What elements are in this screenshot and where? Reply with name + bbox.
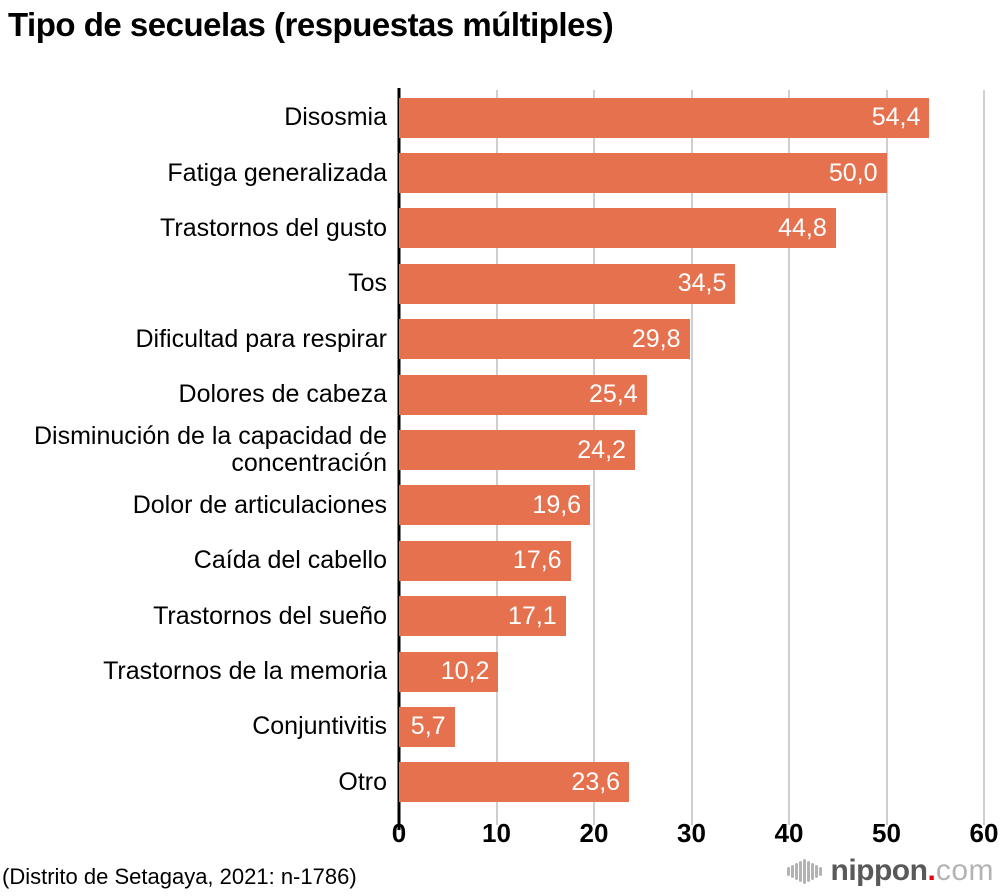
chart-row: Dificultad para respirar 29,8 — [0, 312, 1000, 367]
gridline-40 — [788, 90, 790, 825]
soundwave-bar — [811, 862, 814, 880]
plot-area: Disosmia 54,4 Fatiga generalizada 50,0 Trast… — [0, 88, 1000, 848]
brand-name: nippon — [830, 854, 928, 887]
bar-track: 17,6 — [399, 533, 984, 588]
bar-track: 5,7 — [399, 699, 984, 754]
category-label: Tos — [348, 269, 387, 298]
value-label: 29,8 — [631, 324, 681, 353]
category-label: Trastornos del gusto — [160, 213, 387, 242]
chart-row: Trastornos de la memoria 10,2 — [0, 644, 1000, 699]
category-label: Otro — [338, 767, 387, 796]
category-label: Dolores de cabeza — [178, 380, 387, 409]
gridline-50 — [885, 90, 888, 825]
x-tick-label: 30 — [677, 818, 706, 848]
soundwave-bar — [791, 864, 794, 878]
gridline-60 — [983, 90, 985, 825]
brand-logo: nippon . com — [787, 854, 994, 888]
x-tick-label: 0 — [391, 818, 407, 848]
category-label: Trastornos del sueño — [153, 601, 387, 630]
brand-text: nippon . com — [831, 854, 995, 888]
category-label: Fatiga generalizada — [167, 158, 387, 187]
chart-row: Trastornos del sueño 17,1 — [0, 589, 1000, 644]
bar-track: 23,6 — [399, 755, 984, 810]
bar: 29,8 — [399, 319, 690, 360]
bar: 19,6 — [399, 485, 591, 526]
x-tick-label: 10 — [482, 818, 511, 848]
x-tick-label: 40 — [774, 818, 804, 848]
chart-row: Tos 34,5 — [0, 256, 1000, 311]
bar: 5,7 — [399, 706, 455, 747]
chart-row: Fatiga generalizada 50,0 — [0, 145, 1000, 200]
bar: 25,4 — [399, 374, 647, 415]
brand-tld: com — [935, 854, 994, 887]
value-label: 23,6 — [571, 767, 621, 796]
category-label: Dolor de articulaciones — [132, 490, 387, 519]
category-label: Dificultad para respirar — [135, 324, 388, 353]
brand-dot: . — [927, 854, 936, 887]
category-label: Disminución de la capacidad de concentra… — [34, 422, 387, 478]
x-tick-label: 60 — [969, 818, 999, 848]
chart-row: Caída del cabello 17,6 — [0, 533, 1000, 588]
value-label: 24,2 — [577, 435, 626, 464]
bar-rows: Disosmia 54,4 Fatiga generalizada 50,0 Trast… — [0, 90, 1000, 810]
x-axis-labels: 0 10 20 30 40 50 60 — [392, 818, 999, 850]
bar-track: 25,4 — [399, 367, 984, 422]
bar: 34,5 — [399, 263, 736, 304]
soundwave-bar — [799, 860, 802, 882]
category-label: Caída del cabello — [193, 546, 387, 575]
chart-row: Disminución de la capacidad de concentra… — [0, 422, 1000, 477]
chart-title: Tipo de secuelas (respuestas múltiples) — [8, 6, 614, 43]
value-label: 19,6 — [532, 490, 582, 519]
bar-track: 24,2 — [399, 422, 984, 477]
chart-row: Conjuntivitis 5,7 — [0, 699, 1000, 754]
chart-row: Dolores de cabeza 25,4 — [0, 367, 1000, 422]
bar: 23,6 — [399, 762, 630, 803]
value-label: 34,5 — [677, 269, 727, 298]
bar: 10,2 — [399, 651, 499, 692]
source-note: (Distrito de Setagaya, 2021: n-1786) — [2, 864, 357, 889]
chart-row: Otro 23,6 — [0, 755, 1000, 810]
chart-row: Trastornos del gusto 44,8 — [0, 201, 1000, 256]
bar: 17,6 — [399, 540, 571, 581]
soundwave-bar — [803, 858, 806, 884]
bar: 44,8 — [399, 208, 836, 249]
bar-track: 17,1 — [399, 589, 984, 644]
value-label: 25,4 — [588, 380, 638, 409]
bar: 24,2 — [399, 430, 635, 471]
bar-track: 44,8 — [399, 201, 984, 256]
bar-track: 50,0 — [399, 145, 984, 200]
category-label: Conjuntivitis — [252, 712, 387, 741]
gridline-30 — [690, 90, 693, 825]
x-tick-label: 20 — [579, 818, 609, 848]
bar-track: 54,4 — [399, 90, 984, 145]
bar-track: 34,5 — [399, 256, 984, 311]
value-label: 17,6 — [512, 546, 562, 575]
value-label: 10,2 — [440, 657, 490, 686]
soundwave-bar — [795, 862, 798, 880]
soundwave-icon — [787, 857, 822, 885]
value-label: 5,7 — [410, 712, 446, 741]
x-tick-label: 50 — [872, 818, 901, 848]
chart-row: Disosmia 54,4 — [0, 90, 1000, 145]
soundwave-bar — [807, 860, 810, 882]
chart-row: Dolor de articulaciones 19,6 — [0, 478, 1000, 533]
bar-track: 19,6 — [399, 478, 984, 533]
value-label: 44,8 — [778, 213, 827, 242]
bar-track: 29,8 — [399, 312, 984, 367]
bar: 54,4 — [399, 97, 930, 138]
category-label: Disosmia — [284, 103, 387, 132]
value-label: 54,4 — [871, 103, 921, 132]
bar: 50,0 — [399, 153, 887, 194]
soundwave-bar — [815, 864, 818, 878]
bar-track: 10,2 — [399, 644, 984, 699]
value-label: 17,1 — [508, 601, 557, 630]
soundwave-bar — [787, 866, 790, 876]
bar: 17,1 — [399, 596, 566, 637]
category-label: Trastornos de la memoria — [103, 657, 387, 686]
soundwave-bar — [819, 866, 822, 876]
value-label: 50,0 — [828, 158, 878, 187]
